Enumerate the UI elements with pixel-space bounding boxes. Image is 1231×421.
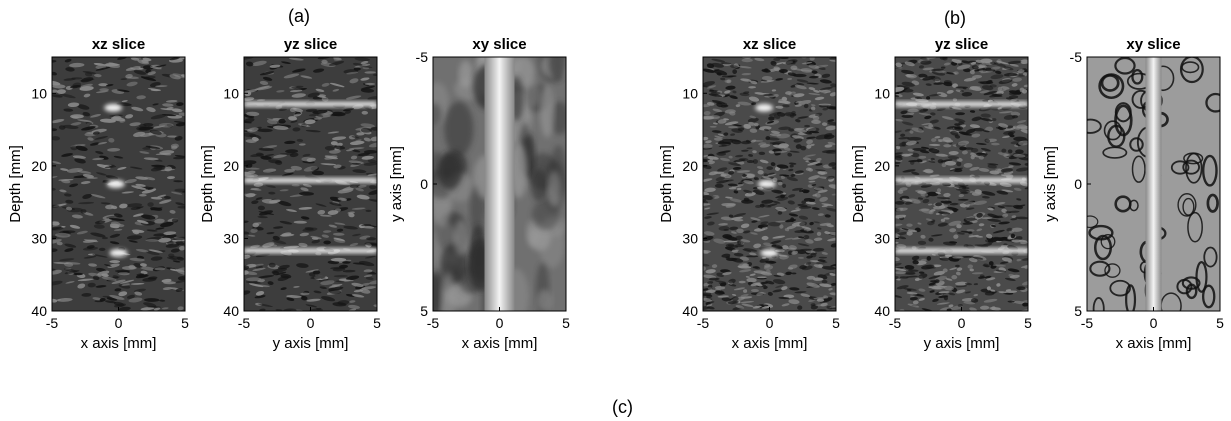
y-tick-label: 5 [1074, 303, 1082, 319]
y-tick-label: 20 [874, 158, 890, 174]
x-axis-label: x axis [mm] [462, 335, 538, 352]
y-tick-label: 30 [682, 230, 698, 246]
x-tick-label: 0 [115, 315, 123, 331]
slice-panel-b-2: yz slice -5 0 5 10 20 30 40 y axis [mm] Depth [mm… [850, 36, 1032, 352]
y-axis-label: Depth [mm] [850, 145, 867, 223]
x-tick-label: -5 [238, 315, 251, 331]
point-target [104, 103, 123, 112]
speckle-image [895, 57, 1028, 311]
y-tick-label: 30 [874, 230, 890, 246]
slice-title: yz slice [935, 36, 988, 53]
y-tick-label: 40 [223, 303, 239, 319]
line-target [895, 101, 1028, 107]
y-tick-label: -5 [416, 49, 429, 65]
speckle-image [433, 57, 566, 311]
x-tick-label: -5 [697, 315, 710, 331]
speckle-image [244, 57, 377, 311]
y-tick-label: 20 [223, 158, 239, 174]
speckle-image [52, 57, 185, 311]
point-target [760, 248, 779, 257]
slice-title: xy slice [1126, 36, 1180, 53]
y-tick-label: 10 [223, 85, 239, 101]
y-tick-label: 10 [874, 85, 890, 101]
x-tick-label: 0 [496, 315, 504, 331]
point-target [757, 180, 776, 188]
point-target [109, 248, 128, 257]
point-target [755, 103, 774, 112]
x-axis-label: x axis [mm] [81, 335, 157, 352]
x-tick-label: 0 [1150, 315, 1158, 331]
y-axis-label: Depth [mm] [7, 145, 24, 223]
slice-panel-b-1: xz slice -5 0 5 10 20 30 40 x axis [mm] Depth [mm… [658, 36, 840, 352]
x-tick-label: 0 [958, 315, 966, 331]
x-tick-label: -5 [46, 315, 59, 331]
line-target [244, 248, 377, 254]
x-tick-label: 5 [1024, 315, 1032, 331]
x-tick-label: 5 [832, 315, 840, 331]
y-tick-label: 30 [31, 230, 47, 246]
x-axis-label: x axis [mm] [732, 335, 808, 352]
panel-c-label: (c) [612, 397, 633, 417]
x-tick-label: 5 [373, 315, 381, 331]
speckle-image [1087, 57, 1220, 311]
y-tick-label: 20 [31, 158, 47, 174]
y-tick-label: 40 [31, 303, 47, 319]
line-target [244, 177, 377, 183]
y-tick-label: 10 [31, 85, 47, 101]
slice-panel-a-1: xz slice -5 0 5 10 20 30 40 x axis [mm] Depth [mm… [7, 36, 189, 352]
wire-target [1145, 57, 1162, 311]
y-tick-label: 40 [682, 303, 698, 319]
panel-a-label: (a) [288, 6, 310, 26]
line-target [895, 248, 1028, 254]
x-tick-label: 5 [181, 315, 189, 331]
y-tick-label: 5 [420, 303, 428, 319]
x-tick-label: -5 [889, 315, 902, 331]
slice-title: xy slice [472, 36, 526, 53]
x-axis-label: y axis [mm] [924, 335, 1000, 352]
slice-title: xz slice [743, 36, 796, 53]
x-tick-label: 0 [766, 315, 774, 331]
slice-title: yz slice [284, 36, 337, 53]
x-tick-label: 5 [562, 315, 570, 331]
y-tick-label: 0 [420, 176, 428, 192]
point-target [106, 180, 125, 188]
line-target [895, 177, 1028, 183]
y-axis-label: Depth [mm] [199, 145, 216, 223]
y-tick-label: 20 [682, 158, 698, 174]
x-tick-label: -5 [427, 315, 440, 331]
y-tick-label: 10 [682, 85, 698, 101]
x-axis-label: y axis [mm] [273, 335, 349, 352]
wire-target [484, 57, 515, 311]
slice-title: xz slice [92, 36, 145, 53]
y-tick-label: 40 [874, 303, 890, 319]
x-tick-label: -5 [1081, 315, 1094, 331]
y-axis-label: Depth [mm] [658, 145, 675, 223]
panel-b-label: (b) [944, 8, 966, 28]
x-tick-label: 0 [307, 315, 315, 331]
x-tick-label: 5 [1216, 315, 1224, 331]
slice-panel-a-2: yz slice -5 0 5 10 20 30 40 y axis [mm] Depth [mm… [199, 36, 381, 352]
line-target [244, 101, 377, 107]
speckle-image [703, 57, 836, 311]
y-axis-label: y axis [mm] [388, 146, 405, 222]
y-tick-label: 30 [223, 230, 239, 246]
y-axis-label: y axis [mm] [1042, 146, 1059, 222]
x-axis-label: x axis [mm] [1116, 335, 1192, 352]
y-tick-label: 0 [1074, 176, 1082, 192]
y-tick-label: -5 [1070, 49, 1083, 65]
